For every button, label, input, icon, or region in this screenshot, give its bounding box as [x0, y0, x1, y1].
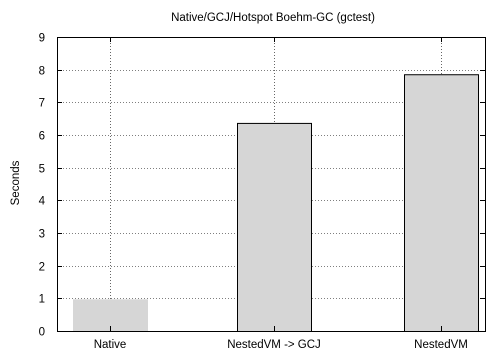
bars — [73, 74, 479, 333]
x-category-label: Native — [94, 339, 127, 351]
chart-title: Native/GCJ/Hotspot Boehm-GC (gctest) — [171, 12, 375, 24]
y-tick-label: 3 — [39, 229, 45, 241]
y-tick-label: 9 — [39, 33, 45, 45]
y-tick-label: 7 — [39, 98, 45, 110]
plot-frame — [57, 37, 486, 332]
bar-nestedvm-gcj — [237, 122, 312, 332]
y-tick-label: 1 — [39, 294, 45, 306]
y-tick-label: 2 — [39, 262, 45, 274]
y-tick-label: 4 — [39, 196, 46, 208]
y-tick-label: 5 — [39, 164, 45, 176]
x-category-label: NestedVM -> GCJ — [227, 339, 321, 351]
x-axis-labels: Native NestedVM -> GCJ NestedVM — [94, 37, 468, 351]
y-axis-ticks: 0 1 2 3 4 5 6 7 8 9 — [39, 33, 485, 339]
bar-nestedvm — [404, 74, 479, 333]
y-tick-label: 0 — [39, 327, 45, 339]
y-tick-label: 8 — [39, 66, 45, 78]
y-tick-label: 6 — [39, 131, 45, 143]
x-category-label: NestedVM — [414, 339, 468, 351]
y-axis-label: Seconds — [10, 160, 22, 205]
